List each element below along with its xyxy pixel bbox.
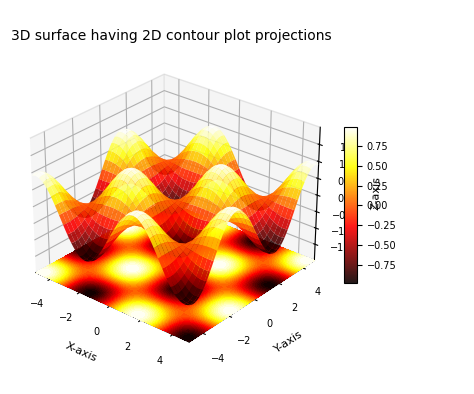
Y-axis label: Y-axis: Y-axis bbox=[272, 329, 304, 355]
Title: 3D surface having 2D contour plot projections: 3D surface having 2D contour plot projec… bbox=[11, 29, 332, 43]
X-axis label: X-axis: X-axis bbox=[64, 340, 98, 364]
